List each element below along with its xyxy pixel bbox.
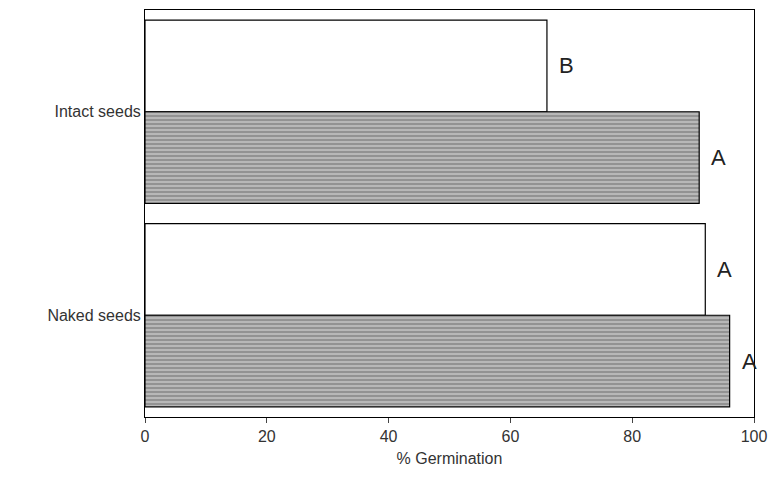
svg-text:Naked seeds: Naked seeds [47, 307, 140, 324]
svg-text:60: 60 [502, 428, 520, 445]
svg-text:0: 0 [141, 428, 150, 445]
svg-text:% Germination: % Germination [397, 450, 503, 467]
svg-text:40: 40 [380, 428, 398, 445]
svg-text:B: B [559, 53, 574, 78]
svg-text:A: A [711, 145, 726, 170]
svg-text:A: A [717, 257, 732, 282]
svg-text:A: A [742, 349, 757, 374]
svg-text:20: 20 [258, 428, 276, 445]
svg-text:80: 80 [623, 428, 641, 445]
svg-text:100: 100 [741, 428, 768, 445]
svg-text:Intact seeds: Intact seeds [55, 103, 141, 120]
